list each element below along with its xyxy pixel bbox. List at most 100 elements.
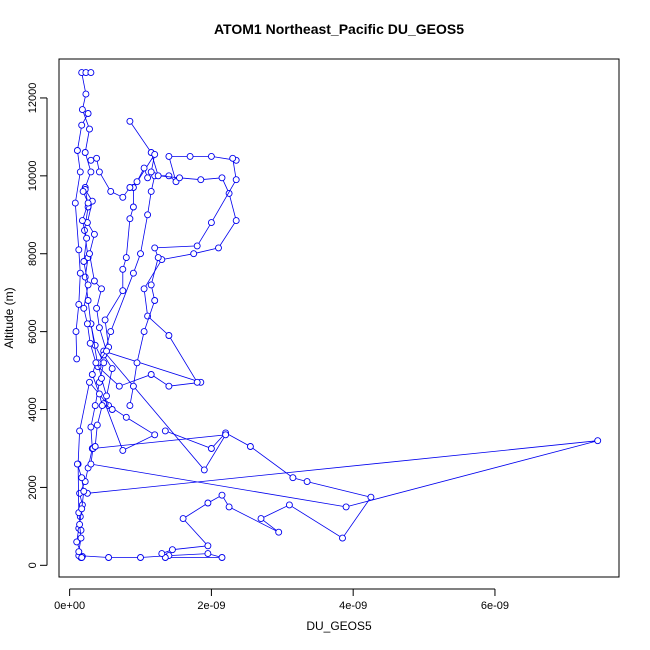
series-6 [126, 117, 240, 386]
data-point [218, 491, 226, 499]
series-11 [73, 460, 88, 561]
data-point [165, 332, 173, 339]
data-point [137, 554, 144, 561]
data-point [222, 431, 230, 439]
data-point [289, 474, 297, 482]
x-axis-label: DU_GEOS5 [306, 619, 372, 633]
data-point [218, 554, 226, 561]
data-point [151, 297, 159, 304]
data-point [91, 443, 99, 450]
data-point [83, 234, 91, 242]
data-point [77, 526, 85, 534]
y-tick-label: 0 [27, 562, 39, 568]
data-point [137, 250, 144, 258]
x-axis: 0e+00 2e-09 4e-09 6e-09 [54, 588, 509, 612]
data-point [86, 339, 94, 347]
x-tick-label: 2e-09 [197, 600, 225, 612]
series-line [90, 157, 148, 198]
data-point [81, 149, 89, 156]
data-point [158, 550, 166, 558]
data-point [80, 258, 88, 265]
data-point [144, 174, 152, 182]
data-point [119, 446, 127, 454]
series-7 [101, 150, 159, 351]
data-point [218, 174, 226, 182]
plot-area [58, 58, 620, 578]
y-tick-label: 4000 [27, 397, 39, 421]
data-point [147, 187, 155, 195]
data-point [122, 413, 130, 421]
y-tick-label: 12000 [27, 83, 39, 114]
data-point [229, 154, 237, 162]
data-point [232, 176, 240, 184]
series-5 [71, 110, 92, 363]
data-point [115, 382, 123, 390]
data-point [103, 392, 110, 400]
y-tick-label: 2000 [27, 475, 39, 499]
data-point [342, 503, 350, 511]
data-point [95, 390, 103, 398]
y-tick-label: 10000 [27, 161, 39, 192]
data-point [73, 355, 81, 363]
series-4 [74, 152, 240, 534]
data-point [119, 287, 127, 295]
data-point [179, 515, 187, 523]
data-point [75, 246, 83, 254]
series-3 [83, 320, 602, 511]
data-point [207, 152, 215, 160]
data-point [108, 406, 116, 413]
data-point [95, 324, 103, 332]
data-point [75, 300, 83, 308]
y-tick-label: 6000 [27, 319, 39, 343]
data-point [83, 320, 91, 328]
data-point [140, 164, 148, 172]
data-point [133, 178, 141, 186]
data-point [86, 125, 93, 133]
data-point [129, 203, 137, 211]
y-axis: 0 2000 4000 6000 8000 10000 12000 [27, 83, 48, 568]
data-point [73, 147, 81, 154]
data-point [90, 230, 98, 238]
data-point [76, 520, 84, 528]
data-point [91, 402, 99, 410]
data-point [140, 328, 148, 336]
data-point [87, 460, 95, 468]
data-point [86, 378, 93, 386]
data-point [87, 423, 95, 431]
data-point [147, 281, 155, 289]
data-point [78, 505, 86, 513]
data-point [95, 168, 103, 176]
data-point [147, 371, 155, 378]
data-point [215, 244, 222, 252]
data-point [108, 365, 116, 373]
data-point [93, 421, 101, 429]
data-point [147, 168, 155, 176]
series-line [129, 121, 237, 383]
data-point [129, 269, 137, 277]
data-point [78, 554, 86, 561]
data-point [204, 550, 212, 558]
data-point [594, 437, 602, 445]
data-point [98, 285, 105, 293]
data-point [86, 250, 93, 258]
x-tick-label: 4e-09 [339, 600, 367, 612]
x-tick-label: 0e+00 [54, 600, 85, 612]
data-point [105, 554, 113, 561]
data-point [119, 265, 127, 273]
data-point [88, 371, 96, 378]
data-point [87, 156, 95, 164]
data-point [80, 487, 88, 495]
data-point [76, 168, 84, 176]
data-point [200, 466, 208, 474]
data-point [103, 347, 110, 355]
data-point [90, 277, 98, 285]
data-point [161, 427, 169, 435]
data-point [119, 193, 127, 201]
data-point [84, 110, 92, 117]
series-2 [75, 427, 375, 561]
data-point [303, 478, 311, 486]
data-point [204, 542, 212, 550]
data-point [78, 106, 86, 114]
data-point [126, 215, 134, 223]
